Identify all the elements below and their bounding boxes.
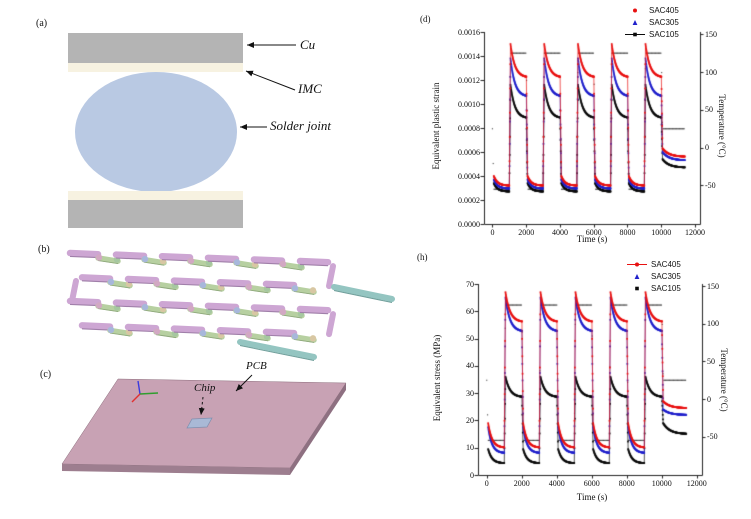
tick-label: 10000 bbox=[651, 479, 672, 488]
tick-label: 150 bbox=[705, 29, 717, 39]
time-axis-label: Time (s) bbox=[576, 234, 608, 244]
tick-label: 10000 bbox=[651, 228, 672, 237]
stress-chart-canvas bbox=[468, 274, 712, 485]
tick-label: 8000 bbox=[619, 228, 636, 237]
legend-item-sac305: SAC305 bbox=[626, 270, 681, 282]
tick-label: 0 bbox=[484, 479, 489, 488]
tick-label: 0.0000 bbox=[458, 219, 480, 229]
legend-item-sac105: SAC105 bbox=[626, 282, 681, 294]
tick-label: 50 bbox=[705, 105, 713, 115]
triangle-marker-icon bbox=[632, 19, 638, 25]
tick-label: 50 bbox=[707, 356, 715, 366]
stress-chart-legend: SAC405 SAC305 SAC105 bbox=[626, 258, 681, 294]
tick-label: 6000 bbox=[583, 479, 600, 488]
legend-item-sac105: SAC105 bbox=[624, 28, 679, 40]
tick-label: 0.0008 bbox=[458, 123, 480, 133]
legend-item-sac405: SAC405 bbox=[624, 4, 679, 16]
tick-label: 10 bbox=[466, 443, 474, 453]
circle-marker-icon bbox=[627, 262, 647, 266]
tick-label: 0.0016 bbox=[458, 27, 480, 37]
tick-label: 8000 bbox=[618, 479, 635, 488]
tick-label: 40 bbox=[466, 361, 474, 371]
tick-label: 12000 bbox=[684, 228, 705, 237]
legend-item-sac405: SAC405 bbox=[626, 258, 681, 270]
tick-label: 4000 bbox=[551, 228, 568, 237]
tick-label: 0 bbox=[707, 394, 711, 404]
tick-label: 0.0012 bbox=[458, 75, 480, 85]
tick-label: -50 bbox=[707, 432, 718, 442]
time-axis-label-2: Time (s) bbox=[576, 492, 608, 502]
strain-chart-canvas bbox=[474, 22, 710, 234]
tick-label: 2000 bbox=[513, 479, 530, 488]
square-marker-icon bbox=[635, 286, 639, 290]
pcb-annotation: PCB bbox=[246, 360, 267, 372]
tick-label: 100 bbox=[705, 67, 717, 77]
cu-annotation: Cu bbox=[300, 37, 316, 52]
strain-chart-legend: SAC405 SAC305 SAC105 bbox=[624, 4, 679, 40]
strain-chart-panel-label: (d) bbox=[420, 14, 431, 24]
tick-label: 50 bbox=[466, 334, 474, 344]
stress-chart: (h) Equivalent stress (MPa) Temperature … bbox=[415, 252, 751, 519]
tick-label: 0 bbox=[490, 228, 495, 237]
legend-label: SAC305 bbox=[649, 17, 679, 27]
tick-label: 60 bbox=[466, 306, 474, 316]
solder-joint-annotation: Solder joint bbox=[270, 118, 332, 133]
circle-marker-icon bbox=[633, 8, 637, 12]
tick-label: 0 bbox=[705, 143, 709, 153]
temperature-axis-label: Temperature (°C) bbox=[717, 94, 727, 158]
triangle-marker-icon bbox=[634, 273, 640, 279]
legend-label: SAC405 bbox=[649, 5, 679, 15]
schematics-artwork bbox=[61, 33, 395, 475]
legend-label: SAC305 bbox=[651, 271, 681, 281]
tick-label: 30 bbox=[466, 388, 474, 398]
panel-b-label: (b) bbox=[38, 244, 50, 255]
tick-label: 0.0010 bbox=[458, 99, 480, 109]
tick-label: 100 bbox=[707, 319, 719, 329]
legend-label: SAC105 bbox=[649, 29, 679, 39]
strain-chart: (d) Equivalent plastic strain Temperatur… bbox=[415, 0, 751, 252]
tick-label: 0.0014 bbox=[458, 51, 480, 61]
tick-label: 20 bbox=[466, 415, 474, 425]
tick-label: 70 bbox=[466, 279, 474, 289]
legend-item-sac305: SAC305 bbox=[624, 16, 679, 28]
stress-chart-panel-label: (h) bbox=[417, 252, 428, 262]
panel-a-label: (a) bbox=[36, 18, 48, 29]
tick-label: 12000 bbox=[686, 479, 707, 488]
chip-annotation: Chip bbox=[194, 382, 216, 394]
square-marker-icon bbox=[625, 32, 645, 36]
tick-label: 2000 bbox=[518, 228, 535, 237]
legend-label: SAC105 bbox=[651, 283, 681, 293]
tick-label: 0.0002 bbox=[458, 195, 480, 205]
imc-annotation: IMC bbox=[298, 81, 322, 96]
tick-label: 0 bbox=[470, 470, 474, 480]
tick-label: 0.0006 bbox=[458, 147, 480, 157]
temperature-axis-label-2: Temperature (°C) bbox=[719, 348, 729, 412]
tick-label: 150 bbox=[707, 281, 719, 291]
panel-c-label: (c) bbox=[40, 369, 52, 380]
tick-label: 6000 bbox=[585, 228, 602, 237]
tick-label: 4000 bbox=[548, 479, 565, 488]
tick-label: -50 bbox=[705, 180, 716, 190]
tick-label: 0.0004 bbox=[458, 171, 480, 181]
legend-label: SAC405 bbox=[651, 259, 681, 269]
